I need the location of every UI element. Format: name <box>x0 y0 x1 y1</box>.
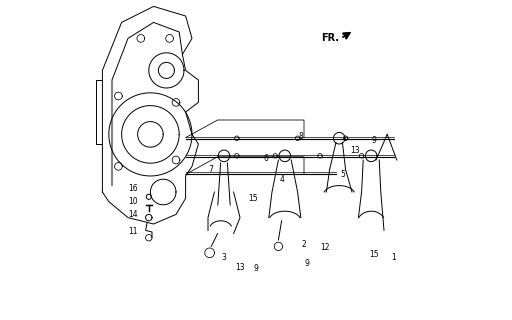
Text: 15: 15 <box>370 250 379 259</box>
Text: 9: 9 <box>305 260 310 268</box>
Text: 5: 5 <box>340 170 345 179</box>
Text: 13: 13 <box>235 263 245 272</box>
Text: 16: 16 <box>128 184 138 193</box>
Text: 1: 1 <box>391 253 396 262</box>
Text: 6: 6 <box>263 154 268 163</box>
Text: FR.: FR. <box>321 33 339 44</box>
Text: 13: 13 <box>350 146 360 155</box>
Text: 4: 4 <box>279 175 284 184</box>
Text: 10: 10 <box>128 197 138 206</box>
Text: 8: 8 <box>298 132 303 140</box>
Text: 9: 9 <box>372 136 377 145</box>
Text: 15: 15 <box>248 194 258 203</box>
Text: 12: 12 <box>320 244 330 252</box>
Text: 14: 14 <box>128 210 138 219</box>
Text: 7: 7 <box>209 165 214 174</box>
Text: 11: 11 <box>128 228 138 236</box>
Text: 9: 9 <box>253 264 259 273</box>
Text: 3: 3 <box>222 253 226 262</box>
Text: 2: 2 <box>302 240 306 249</box>
